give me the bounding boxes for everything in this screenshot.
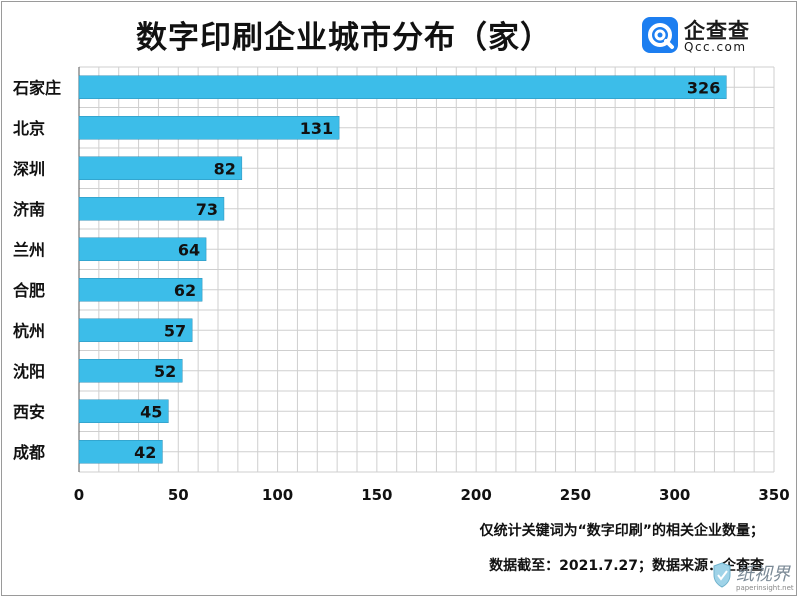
x-tick-label: 300 <box>659 486 690 504</box>
bar-5 <box>78 237 207 261</box>
data-label: 82 <box>214 159 236 178</box>
data-label: 73 <box>196 200 218 219</box>
bar-9 <box>78 399 169 423</box>
x-tick-label: 350 <box>758 486 789 504</box>
data-label: 326 <box>687 78 720 97</box>
data-label: 52 <box>154 362 176 381</box>
bar-6 <box>78 278 203 302</box>
category-label: 北京 <box>13 119 45 138</box>
shield-icon <box>712 562 732 588</box>
data-label: 57 <box>164 321 186 340</box>
bar-1 <box>78 75 727 99</box>
brand-name: 企查查 <box>684 19 750 43</box>
bar-4 <box>78 197 225 221</box>
x-tick-label: 50 <box>168 486 189 504</box>
category-label: 西安 <box>13 402 45 421</box>
bar-8 <box>78 359 183 383</box>
watermark-url: paperinsight.net <box>736 584 794 592</box>
x-tick-label: 250 <box>560 486 591 504</box>
data-label: 42 <box>134 443 156 462</box>
x-tick-label: 0 <box>74 486 84 504</box>
category-label: 石家庄 <box>12 78 61 97</box>
brand-domain: Qcc.com <box>684 40 747 54</box>
data-label: 45 <box>140 402 162 421</box>
footnote-scope: 仅统计关键词为“数字印刷”的相关企业数量； <box>479 523 764 539</box>
category-label: 合肥 <box>13 281 45 300</box>
data-label: 64 <box>178 240 200 259</box>
bar-7 <box>78 318 193 342</box>
chart-title: 数字印刷企业城市分布（家） <box>136 20 552 56</box>
x-tick-label: 200 <box>460 486 491 504</box>
data-label: 62 <box>174 281 196 300</box>
x-tick-label: 100 <box>262 486 293 504</box>
category-label: 深圳 <box>13 159 45 178</box>
category-label: 沈阳 <box>13 362 45 381</box>
category-label: 济南 <box>13 200 45 219</box>
watermark-text: 纸视界 <box>736 564 790 585</box>
bar-2 <box>78 116 340 140</box>
data-label: 131 <box>300 119 333 138</box>
footnote-source: 数据截至：2021.7.27；数据来源：企查查 <box>489 558 764 574</box>
category-label: 杭州 <box>13 321 45 340</box>
category-label: 成都 <box>13 443 45 462</box>
x-tick-label: 150 <box>361 486 392 504</box>
bar-3 <box>78 156 243 180</box>
category-label: 兰州 <box>13 240 45 259</box>
bar-10 <box>78 440 163 464</box>
watermark: 纸视界 paperinsight.net <box>712 560 796 596</box>
qcc-logo-icon <box>642 17 678 53</box>
brand-logo: 企查查 Qcc.com <box>642 17 782 57</box>
